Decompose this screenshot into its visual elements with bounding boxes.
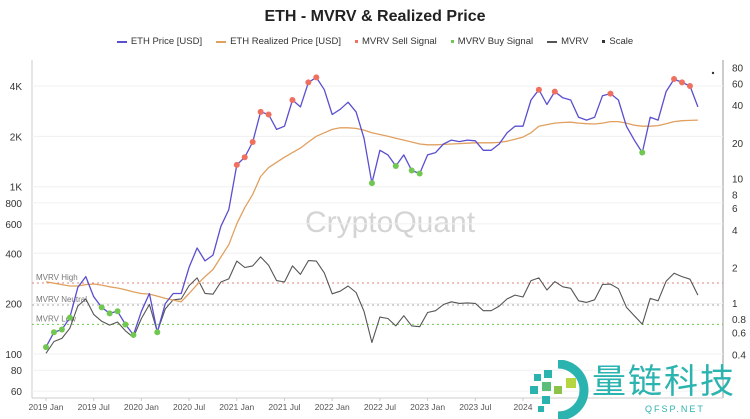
x-tick-label: 2021 Jul xyxy=(268,402,300,412)
scale-marker xyxy=(711,71,715,75)
sell-signal-marker xyxy=(313,74,320,81)
buy-signal-marker xyxy=(368,180,375,187)
left-tick-label: 2K xyxy=(10,132,23,143)
legend-swatch xyxy=(354,40,358,43)
realized-price-line xyxy=(45,119,698,303)
buy-signal-marker xyxy=(408,167,415,174)
buy-signal-marker xyxy=(66,314,73,321)
x-tick-label: 2023 Jan xyxy=(410,402,445,412)
buy-signal-marker xyxy=(154,329,161,336)
x-tick-label: 2020 Jul xyxy=(173,402,205,412)
buy-signal-marker xyxy=(43,344,49,351)
logo-text: 量链科技 xyxy=(592,363,736,401)
sell-signal-marker xyxy=(289,96,296,103)
mvrv-reference-label: MVRV Low xyxy=(36,314,76,323)
sell-signal-marker xyxy=(265,111,272,118)
buy-signal-marker xyxy=(639,149,646,156)
left-tick-label: 800 xyxy=(5,199,22,210)
buy-signal-marker xyxy=(122,321,129,328)
sell-signal-marker xyxy=(233,161,240,168)
sell-signal-marker xyxy=(686,82,693,89)
legend-swatch xyxy=(216,40,227,43)
legend-item[interactable]: Scale xyxy=(602,36,633,47)
right-tick-label: 60 xyxy=(732,79,744,90)
legend-swatch xyxy=(602,40,606,43)
right-tick-label: 8 xyxy=(732,190,738,201)
logo-icon xyxy=(530,360,589,419)
buy-signal-marker xyxy=(98,304,105,311)
x-tick-label: 2020 Jan xyxy=(124,402,159,412)
buy-signal-marker xyxy=(130,331,137,338)
buy-signal-marker xyxy=(416,170,423,177)
watermark: CryptoQuant xyxy=(305,206,476,239)
legend-label: MVRV xyxy=(561,36,589,47)
sell-signal-marker xyxy=(249,139,256,146)
buy-signal-marker xyxy=(106,310,113,317)
left-tick-label: 80 xyxy=(11,366,23,377)
buy-signal-marker xyxy=(114,308,121,315)
legend-label: Scale xyxy=(609,36,634,47)
legend-label: MVRV Buy Signal xyxy=(457,36,534,47)
x-tick-label: 2023 Jul xyxy=(459,402,491,412)
legend-swatch xyxy=(547,40,558,43)
right-tick-label: 0.8 xyxy=(732,315,746,326)
legend-label: ETH Realized Price [USD] xyxy=(230,36,341,47)
x-tick-label: 2021 Jan xyxy=(219,402,254,412)
sell-signal-marker xyxy=(241,154,248,161)
left-tick-label: 200 xyxy=(5,300,22,311)
mvrv-reference-label: MVRV Neutral xyxy=(36,295,87,304)
buy-signal-marker xyxy=(58,326,65,333)
x-tick-label: 2019 Jul xyxy=(78,402,110,412)
left-tick-label: 100 xyxy=(5,350,22,361)
x-tick-label: 2024 xyxy=(514,402,533,412)
left-tick-label: 400 xyxy=(5,249,22,260)
sell-signal-marker xyxy=(679,79,685,86)
sell-signal-marker xyxy=(671,76,678,83)
legend-item[interactable]: ETH Realized Price [USD] xyxy=(216,36,341,47)
right-tick-label: 6 xyxy=(732,204,738,215)
left-tick-label: 1K xyxy=(10,183,23,194)
right-tick-label: 10 xyxy=(732,174,744,185)
right-tick-label: 40 xyxy=(732,101,744,112)
sell-signal-marker xyxy=(257,108,264,115)
sell-signal-marker xyxy=(305,79,312,86)
sell-signal-marker xyxy=(535,86,542,93)
right-tick-label: 2 xyxy=(732,263,738,274)
logo-subtext: QFSP.NET xyxy=(645,404,705,414)
right-tick-label: 20 xyxy=(732,139,744,150)
legend-swatch xyxy=(116,40,127,43)
x-tick-label: 2019 Jan xyxy=(29,402,64,412)
right-tick-label: 80 xyxy=(732,64,744,75)
sell-signal-marker xyxy=(607,90,614,97)
sell-signal-marker xyxy=(551,88,558,95)
right-tick-label: 0.4 xyxy=(732,351,746,362)
x-tick-label: 2022 Jan xyxy=(315,402,350,412)
buy-signal-marker xyxy=(50,329,57,336)
legend-item[interactable]: ETH Price [USD] xyxy=(116,36,203,47)
buy-signal-marker xyxy=(392,162,399,169)
left-tick-label: 60 xyxy=(11,387,23,398)
right-tick-label: 4 xyxy=(732,226,738,237)
legend-item[interactable]: MVRV Sell Signal xyxy=(354,36,437,47)
legend: ETH Price [USD] ETH Realized Price [USD] M… xyxy=(0,36,750,47)
left-tick-label: 4K xyxy=(10,82,23,93)
legend-label: ETH Price [USD] xyxy=(130,36,203,47)
left-tick-label: 600 xyxy=(5,220,22,231)
mvrv-line xyxy=(45,256,699,354)
right-tick-label: 1 xyxy=(732,299,738,310)
mvrv-reference-label: MVRV High xyxy=(36,273,78,282)
right-tick-label: 0.6 xyxy=(732,329,746,340)
legend-item[interactable]: MVRV xyxy=(547,36,588,47)
legend-label: MVRV Sell Signal xyxy=(361,36,437,47)
legend-item[interactable]: MVRV Buy Signal xyxy=(450,36,534,47)
chart-title: ETH - MVRV & Realized Price xyxy=(264,8,486,25)
x-tick-label: 2022 Jul xyxy=(364,402,396,412)
legend-swatch xyxy=(450,40,454,43)
